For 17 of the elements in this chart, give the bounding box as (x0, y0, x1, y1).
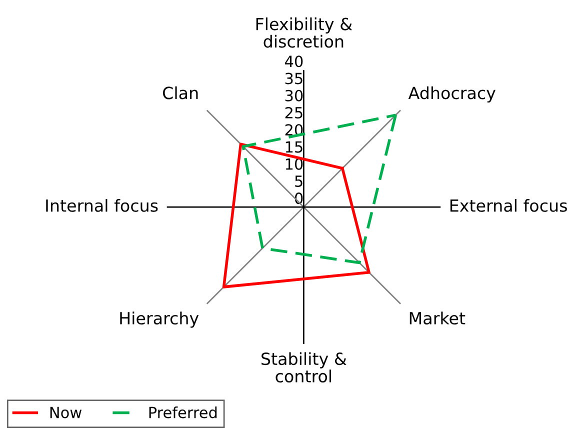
text: Internal focus (46, 198, 158, 212)
text: Flexibility & discretion (256, 17, 352, 48)
spoke-label: Hierarchy (120, 312, 199, 328)
y-tick-label: 15 (286, 141, 302, 153)
y-tick-label: 40 (284, 56, 303, 68)
legend-label: Now (50, 406, 82, 418)
spoke-label: Clan (163, 86, 198, 100)
legend-label: Preferred (149, 406, 217, 418)
spoke-label: Adhocracy (408, 86, 496, 102)
y-tick-label: 30 (285, 90, 303, 102)
y-tick-label: 5 (295, 176, 302, 187)
y-tick-label: 35 (285, 72, 302, 84)
y-tick-label: 25 (285, 106, 302, 119)
text: Stability & control (262, 352, 346, 383)
y-tick-label: 10 (286, 158, 303, 170)
spoke-label: Market (410, 312, 466, 325)
text: External focus (450, 198, 567, 212)
